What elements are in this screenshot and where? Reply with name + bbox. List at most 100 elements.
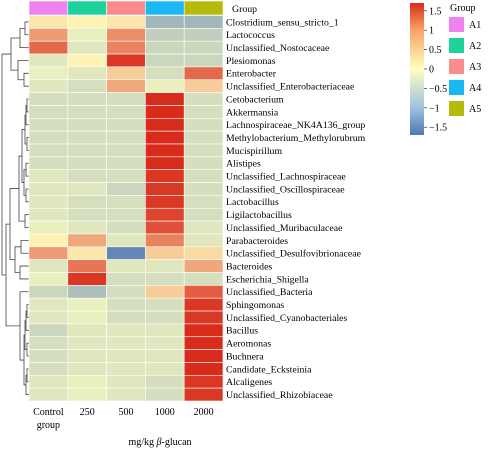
dendrogram-branch — [19, 291, 29, 361]
heatmap-cell — [145, 156, 185, 171]
row-label: Unclassified_Rhizobiaceae — [226, 390, 333, 401]
row-label: Unclassified_Muribaculaceae — [226, 223, 343, 234]
dendrogram-branch — [5, 223, 20, 327]
row-label: Bacteroides — [226, 261, 272, 272]
heatmap-cell — [67, 143, 107, 158]
row-dendrogram — [1, 21, 29, 395]
heatmap-cell — [67, 220, 107, 235]
heatmap-cell — [28, 246, 69, 260]
heatmap-cell — [106, 92, 146, 106]
heatmap-cell — [145, 220, 185, 235]
column-label: 500 — [119, 407, 134, 418]
heatmap-cell — [183, 156, 224, 171]
colorbar-gradient — [410, 3, 424, 135]
heatmap-cell — [28, 40, 69, 55]
heatmap-cell — [145, 130, 185, 145]
heatmap-cell — [183, 387, 224, 402]
heatmap-cell — [145, 297, 185, 312]
heatmap-cell — [145, 79, 185, 93]
heatmap-cell — [183, 79, 224, 93]
row-label: Akkermansia — [226, 107, 279, 118]
dendrogram-branch — [9, 188, 19, 261]
heatmap-cell — [106, 336, 146, 350]
heatmap-cell — [183, 143, 224, 158]
heatmap-cell — [67, 195, 107, 209]
heatmap-cell — [145, 92, 185, 106]
heatmap-cell — [67, 105, 107, 119]
colorbar-tick-label: 0.5 — [429, 45, 442, 56]
row-label: Parabacteroides — [226, 236, 288, 247]
heatmap-cell — [145, 40, 185, 55]
dendrogram-branch — [24, 21, 29, 36]
group-annotation-bar — [28, 0, 224, 16]
heatmap-cell — [67, 156, 107, 171]
heatmap-cell — [106, 156, 146, 171]
heatmap-cell — [67, 387, 107, 402]
legend-label: A1 — [469, 20, 481, 31]
heatmap-cell — [145, 246, 185, 260]
heatmap-cell — [183, 182, 224, 196]
heatmap-cell — [183, 272, 224, 286]
row-labels: Clostridium_sensu_stricto_1 Lactococcus Un… — [226, 17, 366, 401]
row-label: Aeromonas — [226, 339, 271, 350]
heatmap-cell — [145, 53, 185, 68]
heatmap-cell — [28, 323, 69, 338]
heatmap-cell — [183, 362, 224, 376]
legend-swatch-A4 — [449, 80, 464, 95]
column-label: Control — [33, 407, 64, 418]
dendrogram-branch — [25, 162, 29, 177]
heatmap-cell — [28, 28, 69, 42]
row-label: Ligilactobacillus — [226, 210, 292, 221]
heatmap-cell — [145, 259, 185, 273]
row-label: Methylobacterium_Methylorubrum — [226, 133, 366, 144]
heatmap-cell — [145, 387, 185, 402]
colorbar-tick-label: 0 — [429, 65, 434, 76]
heatmap-cell — [28, 66, 69, 81]
row-label: Unclassified_Oscillospiraceae — [226, 184, 345, 195]
heatmap-cell — [183, 92, 224, 106]
heatmap-cell — [28, 336, 69, 350]
heatmap-cell — [67, 207, 107, 222]
heatmap-cell — [145, 182, 185, 196]
heatmap-cell — [28, 195, 69, 209]
heatmap-cell — [183, 28, 224, 42]
heatmap-cell — [145, 323, 185, 338]
heatmap-cell — [28, 130, 69, 145]
heatmap-cell — [106, 130, 146, 145]
column-label: 1000 — [155, 407, 175, 418]
heatmap-cell — [28, 143, 69, 158]
heatmap-cell — [183, 246, 224, 260]
dendrogram-branch — [26, 98, 29, 113]
heatmap-cell — [145, 233, 185, 248]
heatmap-cells — [28, 15, 224, 402]
legend-label: A4 — [469, 83, 481, 94]
heatmap-cell — [106, 53, 146, 68]
heatmap-cell — [67, 349, 107, 363]
heatmap-cell — [183, 259, 224, 273]
colorbar-ticks: 1.5 1 0.5 0 −0.5 −1 −1.5 — [424, 6, 447, 134]
group-legend: Group A1 A2 A3 A4 A5 — [449, 3, 481, 116]
group-cell-A5 — [183, 0, 224, 16]
column-label: 250 — [80, 407, 95, 418]
row-label: Unclassified_Lachnospiraceae — [226, 172, 346, 183]
row-label: Bacillus — [226, 326, 258, 337]
heatmap-cell — [106, 195, 146, 209]
heatmap-cell — [145, 143, 185, 158]
legend-label: A3 — [469, 62, 481, 73]
row-label: Sphingomonas — [226, 300, 284, 311]
heatmap-cell — [67, 285, 107, 299]
heatmap-cell — [183, 66, 224, 81]
row-label: Plesiomonas — [226, 56, 276, 67]
heatmap-cell — [183, 374, 224, 389]
row-label: Unclassified_Desulfovibrionaceae — [226, 249, 362, 260]
row-label: Escherichia_Shigella — [226, 274, 309, 285]
row-label: Candidate_Ecksteinia — [226, 364, 312, 375]
dendrogram-branch — [26, 342, 29, 357]
heatmap-cell — [67, 169, 107, 183]
heatmap-cell — [183, 349, 224, 363]
heatmap-cell — [183, 207, 224, 222]
heatmap-cell — [67, 53, 107, 68]
heatmap-cell — [106, 66, 146, 81]
heatmap-cell — [106, 246, 146, 260]
